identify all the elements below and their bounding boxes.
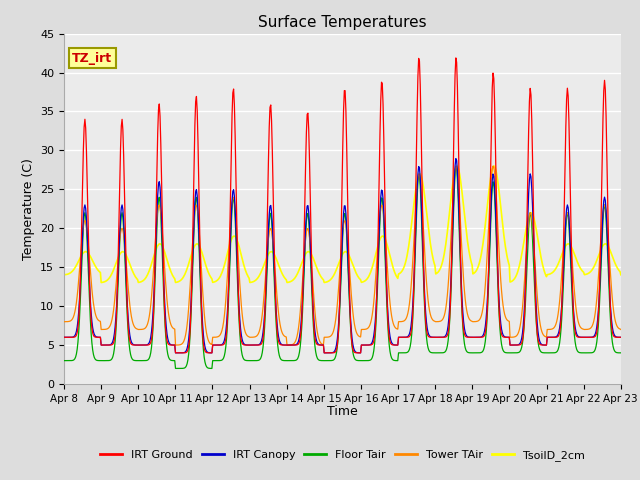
Text: TZ_irt: TZ_irt	[72, 52, 113, 65]
Y-axis label: Temperature (C): Temperature (C)	[22, 158, 35, 260]
X-axis label: Time: Time	[327, 405, 358, 418]
Legend: IRT Ground, IRT Canopy, Floor Tair, Tower TAir, TsoilD_2cm: IRT Ground, IRT Canopy, Floor Tair, Towe…	[95, 445, 589, 466]
Title: Surface Temperatures: Surface Temperatures	[258, 15, 427, 30]
